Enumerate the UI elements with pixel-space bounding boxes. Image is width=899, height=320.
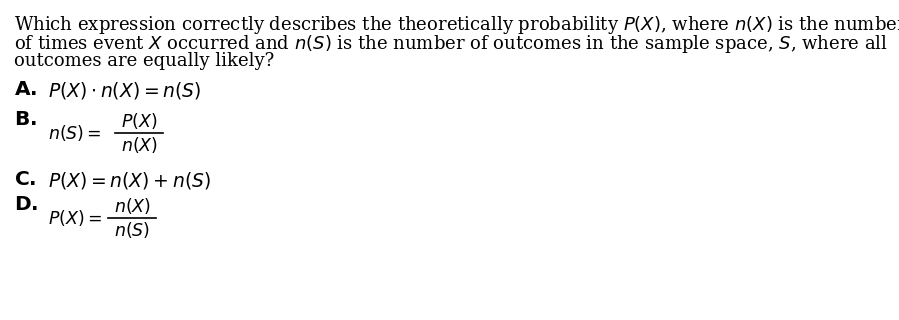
Text: $\mathbf{C.}$: $\mathbf{C.}$ — [14, 170, 36, 189]
Text: $\mathbf{D.}$: $\mathbf{D.}$ — [14, 195, 38, 214]
Text: $n(X)$: $n(X)$ — [120, 135, 157, 155]
Text: $P(X)$: $P(X)$ — [120, 111, 157, 131]
Text: $n(S)$: $n(S)$ — [114, 220, 150, 240]
Text: $\mathbf{A.}$: $\mathbf{A.}$ — [14, 80, 37, 99]
Text: $P(X) =$: $P(X) =$ — [48, 208, 102, 228]
Text: $n(S) =$: $n(S) =$ — [48, 123, 102, 143]
Text: $P(X) = n(X) + n(S)$: $P(X) = n(X) + n(S)$ — [48, 170, 211, 191]
Text: Which expression correctly describes the theoretically probability $P(X)$, where: Which expression correctly describes the… — [14, 14, 899, 36]
Text: of times event $X$ occurred and $n(S)$ is the number of outcomes in the sample s: of times event $X$ occurred and $n(S)$ i… — [14, 33, 888, 55]
Text: $P(X) \cdot n(X) = n(S)$: $P(X) \cdot n(X) = n(S)$ — [48, 80, 201, 101]
Text: outcomes are equally likely?: outcomes are equally likely? — [14, 52, 274, 70]
Text: $n(X)$: $n(X)$ — [113, 196, 150, 216]
Text: $\mathbf{B.}$: $\mathbf{B.}$ — [14, 110, 37, 129]
